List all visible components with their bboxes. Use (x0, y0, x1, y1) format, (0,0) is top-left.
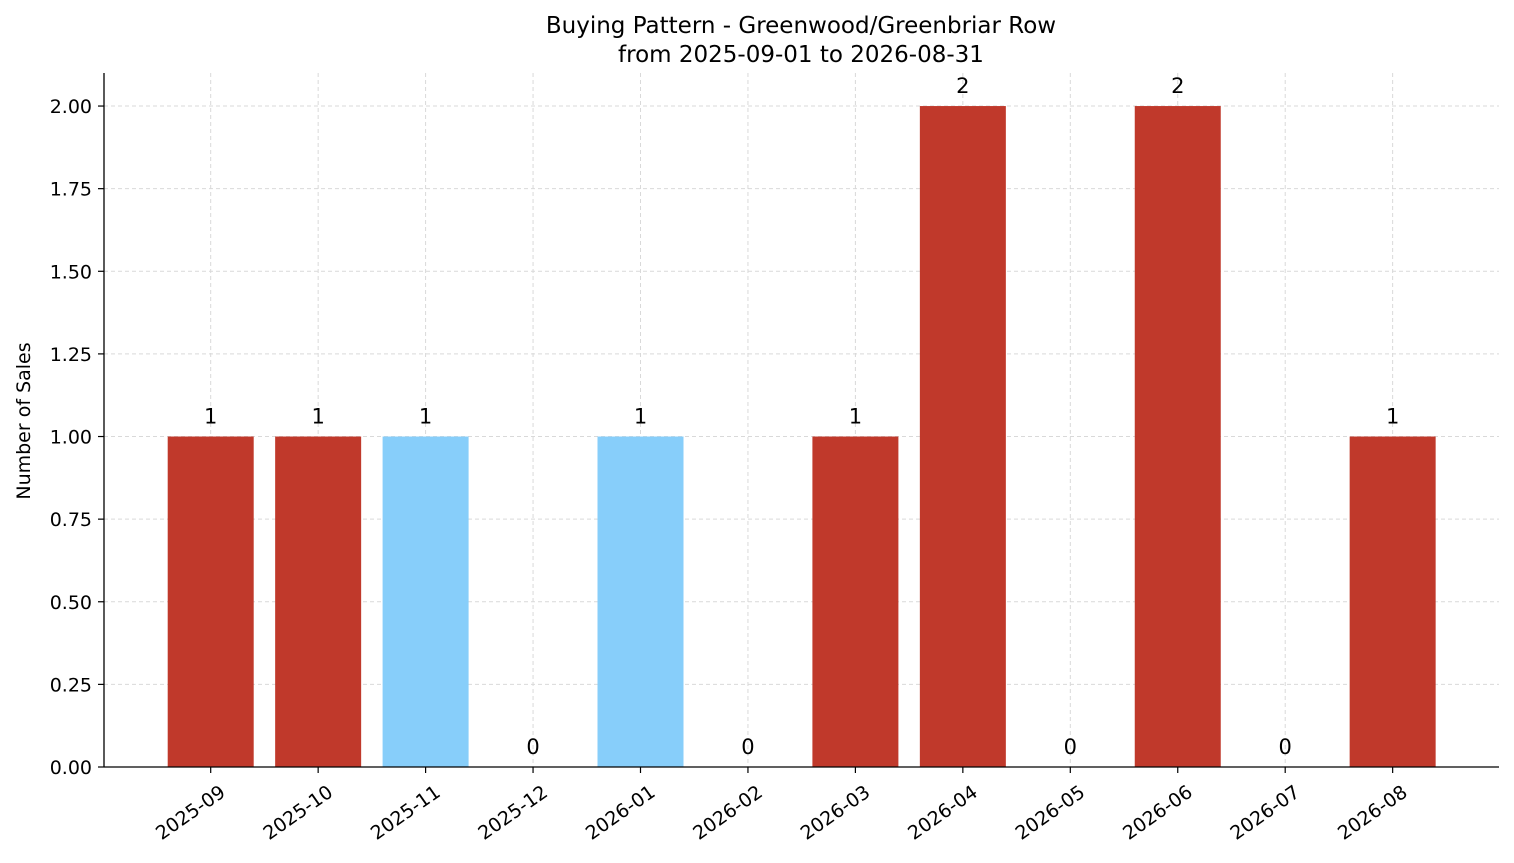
x-tick-label: 2026-04 (904, 781, 982, 845)
data-label-2026-06: 2 (1171, 74, 1184, 98)
bars (167, 106, 1436, 768)
y-tick-label: 1.75 (50, 179, 92, 201)
y-tick-label: 0.75 (50, 509, 92, 531)
x-tick-label: 2025-12 (474, 781, 552, 845)
bar-2026-08 (1349, 436, 1436, 767)
x-tick-label: 2025-09 (152, 781, 230, 845)
data-label-2025-10: 1 (311, 405, 324, 429)
x-tick-label: 2026-05 (1012, 781, 1090, 845)
bar-2026-06 (1134, 106, 1221, 768)
y-tick-label: 0.25 (50, 674, 92, 696)
bar-2026-03 (812, 436, 899, 767)
data-labels: 1 1 1 0 1 0 1 2 0 2 0 1 (204, 74, 1399, 759)
y-tick-label: 0.50 (50, 592, 92, 614)
y-tick-label: 2.00 (50, 96, 92, 118)
data-label-2026-02: 0 (741, 735, 754, 759)
x-tick-label: 2025-11 (367, 781, 445, 845)
bar-2025-10 (275, 436, 362, 767)
chart-subtitle: from 2025-09-01 to 2026-08-31 (618, 42, 984, 68)
x-tick-label: 2026-08 (1334, 781, 1412, 845)
data-label-2026-08: 1 (1386, 405, 1399, 429)
bar-2026-01 (597, 436, 684, 767)
bar-2025-09 (167, 436, 254, 767)
y-tick-label: 1.00 (50, 427, 92, 449)
data-label-2025-11: 1 (419, 405, 432, 429)
y-tick-label: 1.50 (50, 261, 92, 283)
data-label-2025-12: 0 (526, 735, 539, 759)
x-axis: 2025-09 2025-10 2025-11 2025-12 2026-01 2026-… (152, 767, 1412, 845)
x-tick-label: 2026-06 (1119, 781, 1197, 845)
x-tick-label: 2025-10 (259, 781, 337, 845)
data-label-2025-09: 1 (204, 405, 217, 429)
data-label-2026-01: 1 (634, 405, 647, 429)
chart-title: Buying Pattern - Greenwood/Greenbriar Ro… (546, 13, 1056, 39)
data-label-2026-07: 0 (1279, 735, 1292, 759)
data-label-2026-03: 1 (849, 405, 862, 429)
y-axis: 0.00 0.25 0.50 0.75 1.00 1.25 1.50 1.75 2.00 (50, 96, 104, 779)
bar-2025-11 (382, 436, 469, 767)
x-tick-label: 2026-02 (689, 781, 767, 845)
x-tick-label: 2026-07 (1226, 781, 1304, 845)
x-tick-label: 2026-01 (582, 781, 660, 845)
bar-2026-04 (919, 106, 1006, 768)
y-tick-label: 0.00 (50, 757, 92, 779)
x-tick-label: 2026-03 (797, 781, 875, 845)
y-tick-label: 1.25 (50, 344, 92, 366)
data-label-2026-05: 0 (1064, 735, 1077, 759)
y-axis-label: Number of Sales (13, 342, 35, 499)
data-label-2026-04: 2 (956, 74, 969, 98)
